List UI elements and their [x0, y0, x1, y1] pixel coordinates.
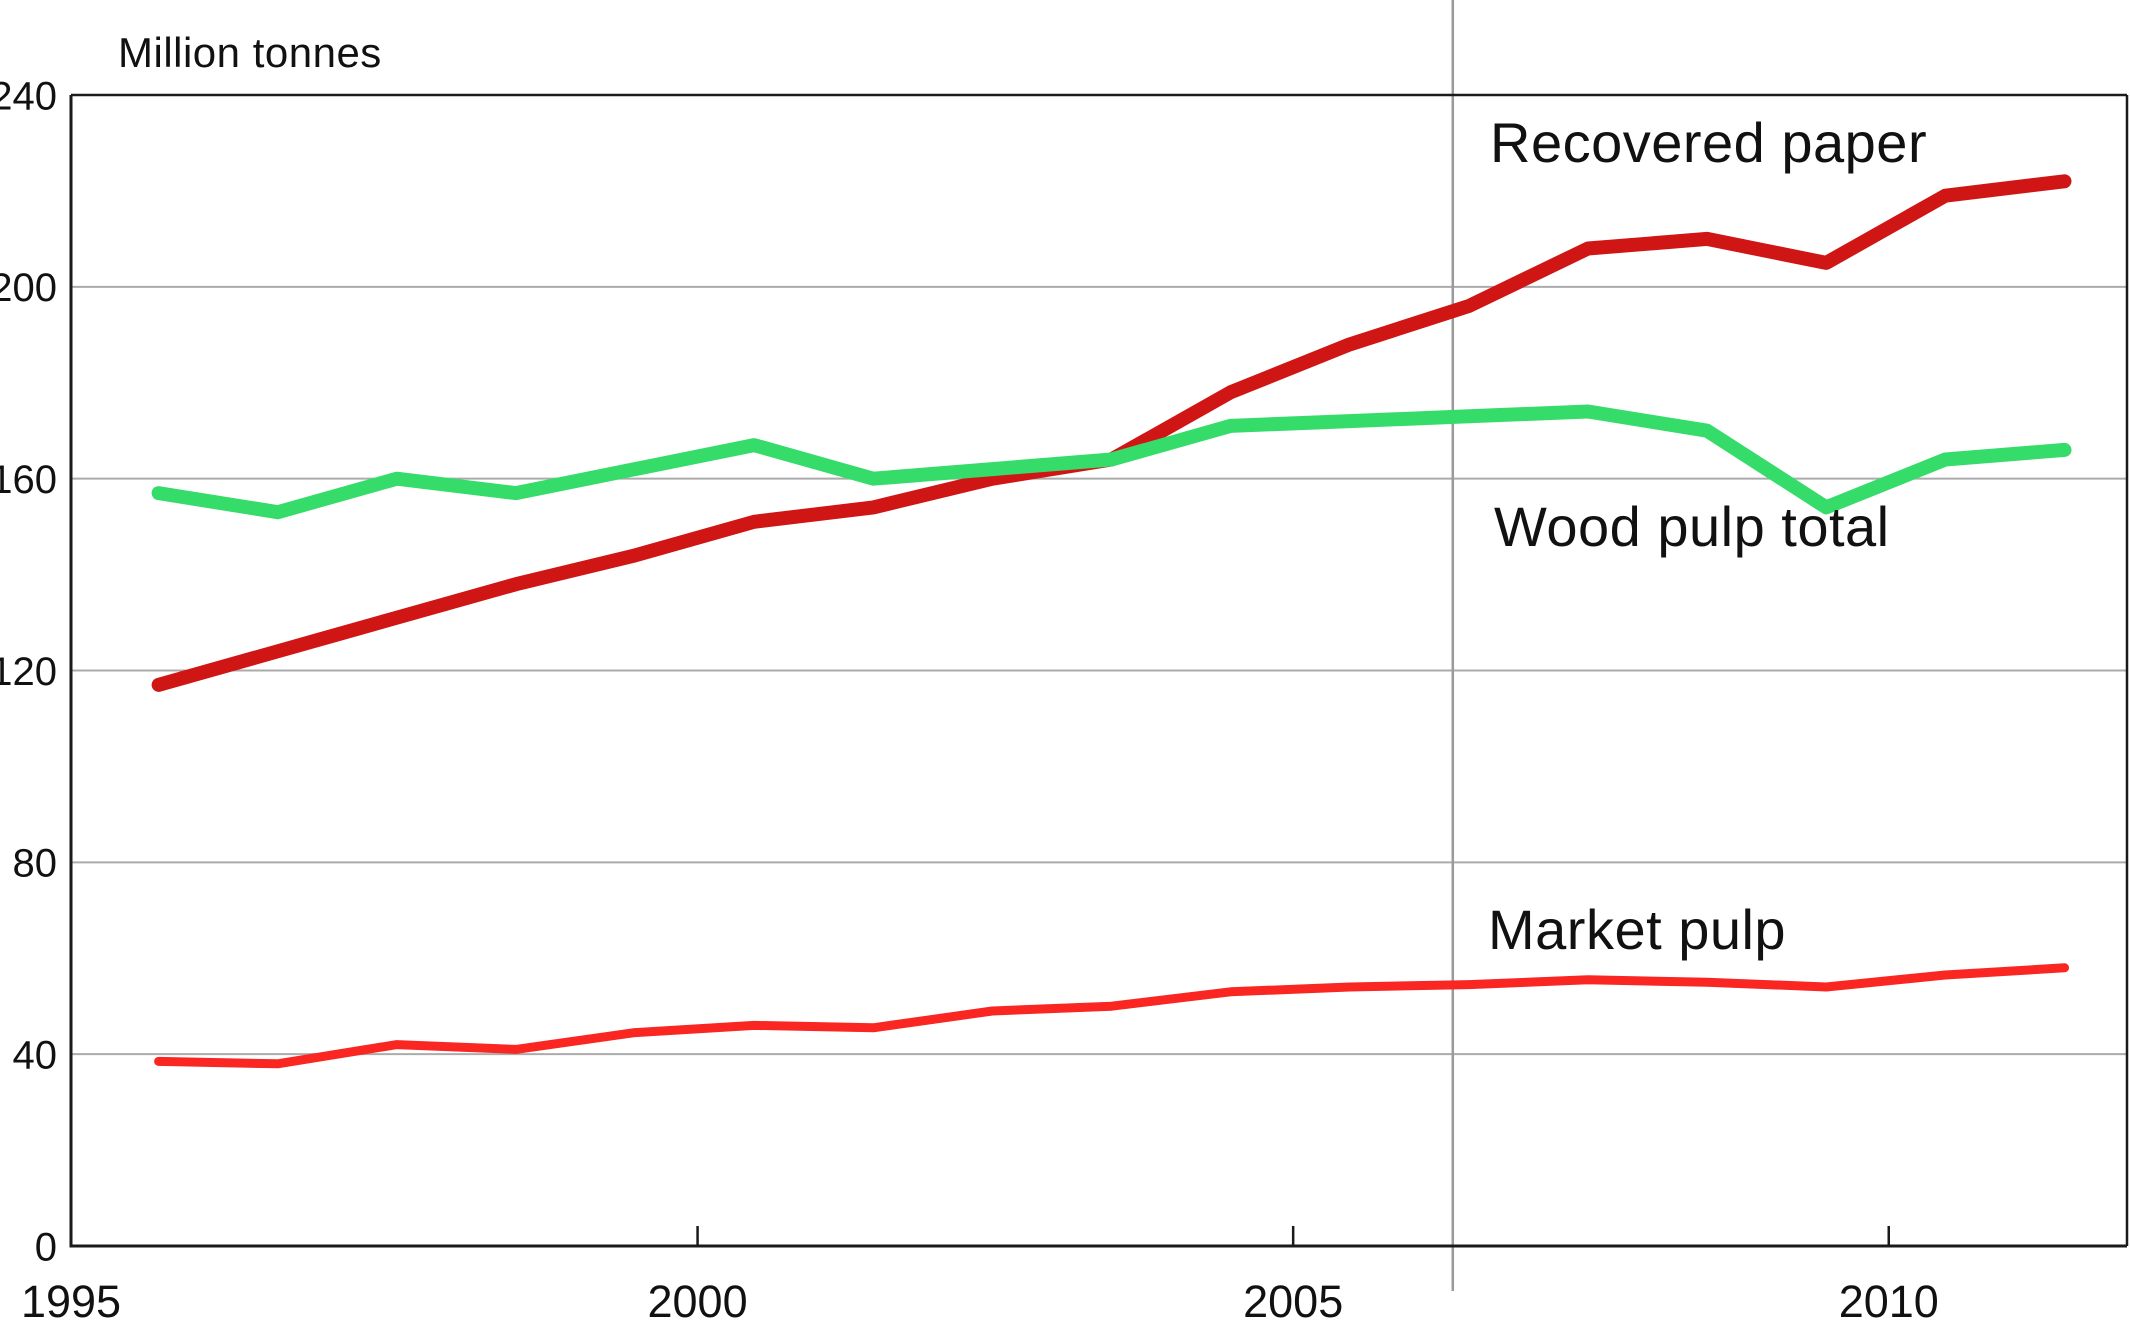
y-axis-tick-label: 40 [13, 1034, 58, 1078]
series-label-recovered-paper: Recovered paper [1490, 111, 1928, 174]
y-axis-tick-label: 0 [35, 1225, 57, 1269]
y-axis-tick-label: 240 [0, 74, 57, 118]
series-line-market-pulp [154, 963, 2069, 1069]
y-axis-tick-label: 80 [13, 842, 58, 886]
y-axis-tick-label: 120 [0, 650, 57, 694]
y-axis-tick-label: 160 [0, 458, 57, 502]
x-axis-origin-label: 1995 [21, 1276, 121, 1327]
x-axis-tick-label: 2000 [648, 1276, 748, 1327]
series-label-market-pulp: Market pulp [1488, 898, 1787, 961]
x-axis-tick-label: 2005 [1243, 1276, 1343, 1327]
series-line-recovered-paper [151, 174, 2072, 692]
series-line-wood-pulp-total [151, 404, 2072, 520]
y-axis-unit-label: Million tonnes [118, 29, 382, 76]
series-label-wood-pulp-total: Wood pulp total [1494, 495, 1890, 558]
x-axis-tick-label: 2010 [1839, 1276, 1939, 1327]
y-axis-tick-label: 200 [0, 266, 57, 310]
